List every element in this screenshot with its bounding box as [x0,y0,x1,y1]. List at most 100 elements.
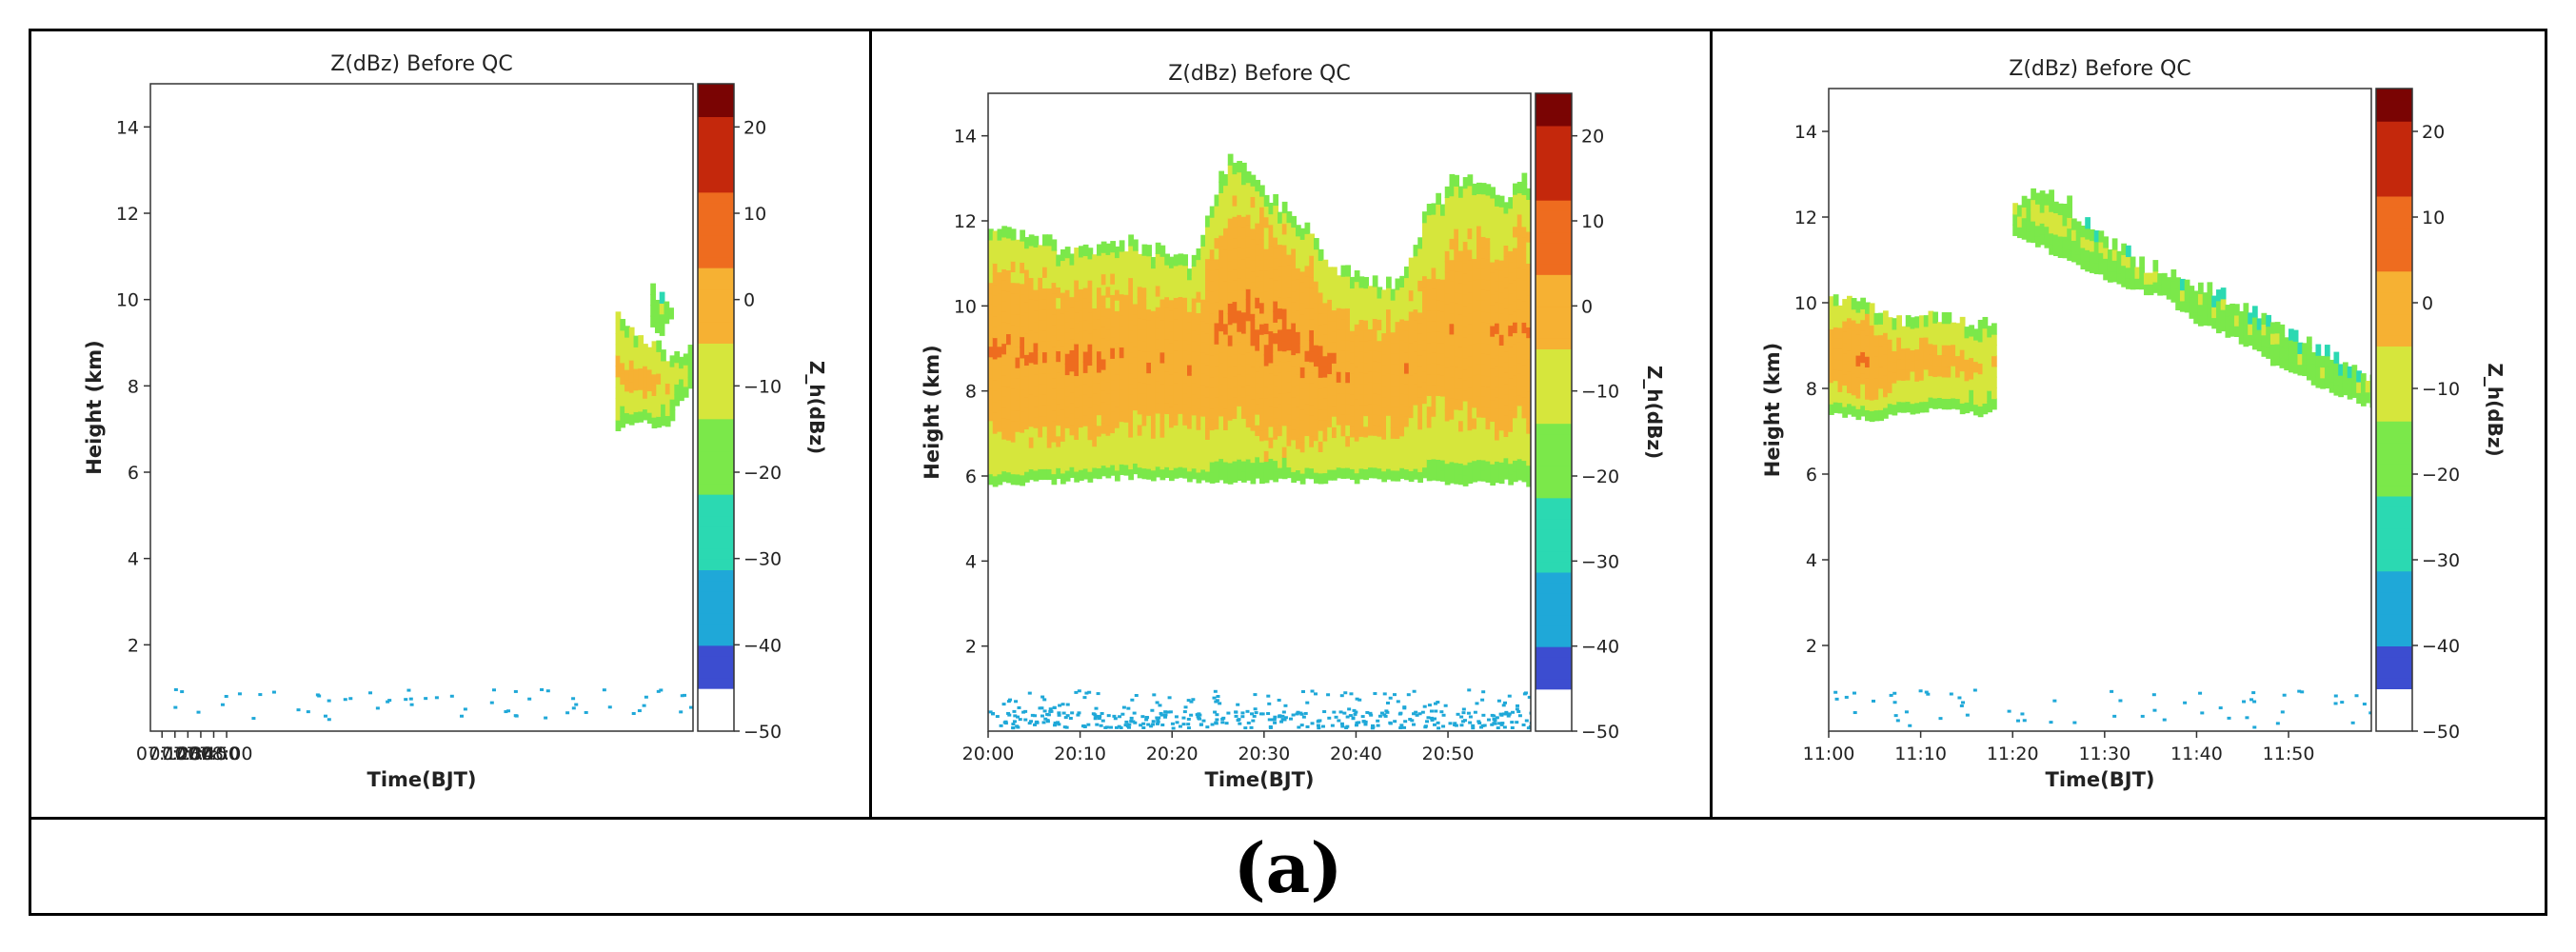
heatmap-cell [1467,333,1474,346]
heatmap-cell [1521,183,1528,195]
heatmap-cell [988,462,994,475]
heatmap-cell [1526,273,1531,286]
heatmap-cell [1332,384,1338,396]
clutter-cell [1417,712,1422,716]
heatmap-cell [1024,449,1030,462]
heatmap-cell [1250,419,1257,431]
heatmap-cell [620,351,626,364]
heatmap-cell [1495,471,1500,484]
heatmap-cell [1273,438,1278,450]
heatmap-cell [1046,415,1053,427]
heatmap-cell [1462,421,1469,434]
colorbar-segment [2376,581,2412,593]
heatmap-cell [1350,329,1356,342]
heatmap-cell [1105,286,1112,298]
heatmap-cell [1436,299,1441,311]
heatmap-cell [2039,190,2046,203]
clutter-cell [1471,724,1476,727]
colorbar-segment [698,343,734,355]
heatmap-cell [1082,425,1089,437]
heatmap-cell [1286,455,1293,468]
heatmap-cell [1485,268,1492,281]
heatmap-cell [2031,230,2036,244]
heatmap-cell [1454,441,1459,453]
heatmap-cell [628,381,635,393]
heatmap-cell [1223,259,1229,271]
heatmap-cell [1064,416,1071,428]
heatmap-cell [1214,332,1220,345]
clutter-cell [1365,710,1370,714]
heatmap-cell [1042,383,1048,395]
heatmap-cell [1169,309,1175,322]
heatmap-cell [2365,381,2371,393]
heatmap-cell [1964,401,1971,414]
clutter-cell [1327,716,1332,720]
colorbar-segment [1536,709,1572,722]
heatmap-cell [1444,463,1451,475]
heatmap-cell [1110,400,1116,412]
heatmap-cell [1440,300,1446,312]
heatmap-cell [1422,327,1428,341]
colorbar-segment [698,677,734,689]
heatmap-cell [1521,448,1528,462]
heatmap-cell [1318,440,1324,453]
heatmap-cell [1526,305,1531,317]
heatmap-cell [1281,467,1288,480]
heatmap-cell [1495,301,1500,313]
y-tick-label: 12 [1794,208,1817,228]
heatmap-cell [1336,434,1342,446]
colorbar-segment [1536,221,1572,233]
heatmap-cell [1105,307,1112,319]
heatmap-cell [1991,366,1997,378]
heatmap-cell [1128,319,1134,331]
colorbar-segment [2376,248,2412,261]
heatmap-cell [1173,360,1179,373]
heatmap-cell [1395,299,1401,312]
y-tick-label: 4 [965,551,977,572]
panel-divider-1 [869,31,872,817]
colorbar-tick-label: 0 [2422,293,2433,314]
heatmap-cell [1001,257,1007,269]
heatmap-cell [1105,296,1112,308]
heatmap-cell [1178,264,1184,276]
heatmap-cell [1914,402,1920,414]
heatmap-cell [643,344,648,356]
heatmap-cell [1914,369,1920,382]
heatmap-cell [664,415,671,427]
heatmap-cell [1010,335,1017,347]
clutter-cell [1965,713,1970,717]
clutter-cell [1439,710,1444,714]
heatmap-cell [1069,445,1076,457]
heatmap-cell [1490,378,1496,390]
heatmap-cell [1133,346,1139,358]
heatmap-cell [1006,471,1012,484]
heatmap-cell [1413,255,1419,268]
heatmap-cell [2039,233,2046,246]
heatmap-cell [679,388,684,402]
clutter-cell [251,717,256,721]
heatmap-cell [2016,205,2023,217]
heatmap-cell [1001,395,1007,408]
heatmap-cell [1038,446,1043,459]
heatmap-cell [1408,427,1415,440]
heatmap-cell [1006,237,1012,249]
heatmap-cell [1495,344,1500,356]
heatmap-cell [1932,376,1938,388]
heatmap-cell [997,430,1003,443]
heatmap-cell [1082,340,1089,352]
heatmap-cell [1386,276,1392,288]
heatmap-cell [1842,320,1848,332]
heatmap-cell [633,346,640,359]
heatmap-cell [1309,446,1315,458]
clutter-cell [1040,714,1044,718]
clutter-cell [1001,703,1006,706]
heatmap-cell [1241,407,1247,419]
clutter-cell [1118,715,1122,719]
heatmap-cell [1431,256,1437,268]
heatmap-cell [1100,389,1107,403]
heatmap-cell [669,355,676,367]
heatmap-cell [1074,396,1080,408]
heatmap-cell [1991,355,1997,367]
heatmap-cell [1278,232,1283,246]
